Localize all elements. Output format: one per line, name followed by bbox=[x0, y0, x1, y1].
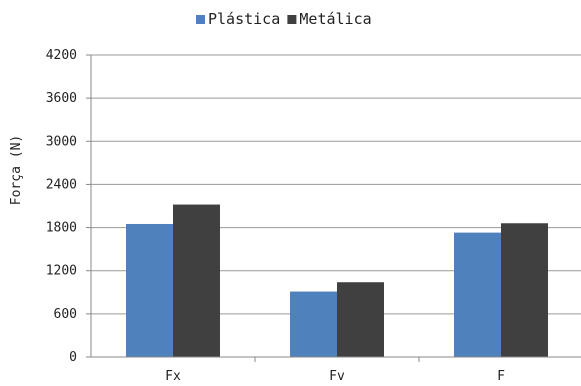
x-tick-label: Fx bbox=[165, 369, 181, 381]
axes bbox=[90, 55, 581, 362]
y-tick-label: 3600 bbox=[46, 91, 77, 106]
bar-metalica-fv bbox=[337, 282, 384, 357]
y-axis-title: Força (N) bbox=[9, 135, 24, 205]
bar-metalica-fx bbox=[173, 204, 220, 357]
x-tick-label: Fv bbox=[329, 369, 345, 381]
y-tick-label: 1200 bbox=[46, 264, 77, 279]
bar-plastica-fx bbox=[126, 223, 173, 357]
y-tick-labels: 0 600 1200 1800 2400 3000 3600 4200 bbox=[46, 48, 77, 365]
y-tick-label: 4200 bbox=[46, 48, 77, 63]
y-tick-label: 2400 bbox=[46, 177, 77, 192]
legend-label: Metálica bbox=[299, 10, 371, 28]
legend-label: Plástica bbox=[208, 10, 280, 28]
y-tick-label: 3000 bbox=[46, 134, 77, 149]
y-tick-label: 0 bbox=[69, 350, 77, 365]
x-tick-label: F bbox=[497, 369, 505, 381]
bar-plastica-fv bbox=[290, 291, 337, 357]
legend-swatch bbox=[287, 15, 297, 24]
bar-plastica-f bbox=[454, 232, 501, 357]
legend-swatch bbox=[196, 15, 205, 24]
bar-metalica-f bbox=[501, 223, 548, 357]
y-tick-label: 600 bbox=[54, 307, 77, 322]
y-tick-label: 1800 bbox=[46, 221, 77, 236]
x-tick-labels: Fx Fv F bbox=[165, 369, 505, 384]
bars bbox=[126, 204, 548, 357]
legend: Plástica Metálica bbox=[196, 10, 372, 28]
